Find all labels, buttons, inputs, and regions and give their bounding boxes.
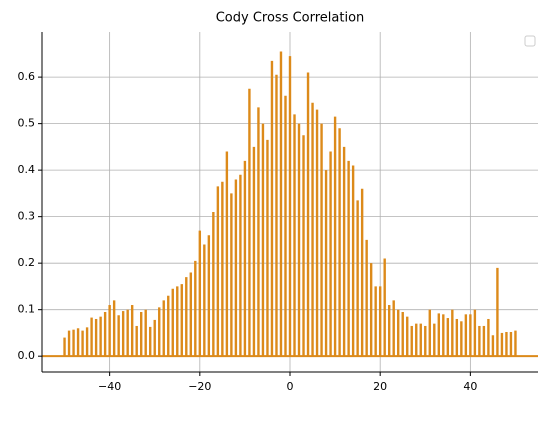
y-tick-label: 0.2 [18, 256, 36, 269]
x-tick-label: 0 [287, 380, 294, 393]
x-tick-label: −40 [98, 380, 121, 393]
y-tick-label: 0.0 [18, 349, 36, 362]
y-tick-label: 0.1 [18, 303, 36, 316]
legend [524, 35, 536, 47]
x-tick-label: −20 [188, 380, 211, 393]
y-tick-label: 0.4 [18, 163, 36, 176]
x-tick-label: 40 [463, 380, 477, 393]
y-tick-label: 0.3 [18, 210, 36, 223]
chart-title: Cody Cross Correlation [216, 11, 365, 26]
y-tick-label: 0.5 [18, 117, 36, 130]
x-tick-label: 20 [373, 380, 387, 393]
y-tick-label: 0.6 [18, 70, 36, 83]
